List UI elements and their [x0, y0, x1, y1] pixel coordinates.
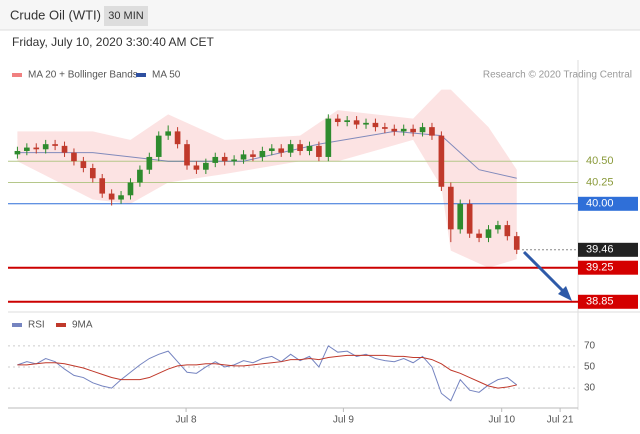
candle-body: [155, 135, 162, 157]
legend-label: MA 20 + Bollinger Bands: [28, 70, 138, 81]
candle-body: [203, 162, 209, 170]
level-box: [578, 196, 638, 211]
level-box: [578, 242, 638, 257]
bollinger-band: [17, 89, 517, 268]
candle-body: [419, 127, 426, 133]
x-tick-label: Jul 8: [176, 415, 198, 426]
candle-body: [504, 225, 511, 237]
candle-body: [231, 159, 237, 162]
legend-label: 9MA: [72, 320, 93, 331]
candle-body: [193, 165, 200, 170]
candle-body: [99, 178, 106, 194]
candle-body: [165, 131, 171, 136]
candle-body: [89, 168, 96, 179]
candle-body: [250, 154, 256, 157]
candle-body: [485, 229, 492, 238]
credit: Research © 2020 Trading Central: [483, 70, 632, 81]
candle-body: [240, 154, 247, 160]
title: Crude Oil (WTI): [10, 7, 101, 22]
candle-body: [334, 118, 341, 123]
legend-swatch: [56, 323, 66, 327]
candle-body: [400, 128, 407, 132]
candle-body: [410, 128, 416, 133]
candle-body: [14, 150, 21, 155]
candle-body: [495, 225, 501, 230]
y-tick-label: 70: [584, 340, 596, 351]
level-label: 40.00: [586, 198, 614, 210]
legend-swatch: [12, 73, 22, 77]
candle-body: [372, 122, 379, 128]
candle-body: [344, 120, 350, 123]
candle-body: [146, 156, 153, 170]
candle-body: [118, 195, 124, 200]
candle-body: [466, 203, 473, 234]
candle-body: [325, 118, 332, 157]
candle-body: [513, 236, 520, 250]
candle-body: [221, 156, 228, 162]
rsi-line: [17, 345, 518, 402]
candle-body: [61, 145, 68, 153]
candle-body: [306, 145, 313, 151]
candle-body: [316, 145, 322, 157]
x-tick-label: Jul 21: [547, 415, 574, 426]
candle-body: [174, 131, 181, 145]
candle-body: [382, 127, 388, 129]
candle-body: [71, 152, 77, 162]
candle-body: [259, 150, 266, 157]
candle-body: [108, 193, 115, 200]
candle-body: [438, 135, 445, 187]
candle-body: [447, 186, 454, 230]
candle-body: [297, 144, 303, 151]
candle-body: [391, 128, 398, 132]
candle-body: [184, 144, 190, 166]
candle-body: [363, 122, 369, 125]
candle-body: [278, 148, 285, 153]
candle-body: [52, 144, 58, 146]
timeframe-badge: [104, 6, 148, 26]
level-label: 39.46: [586, 244, 614, 256]
level-box: [578, 260, 638, 275]
candle-body: [212, 156, 219, 163]
candle-body: [457, 203, 464, 230]
level-label: 40.25: [586, 176, 614, 188]
candle-body: [127, 182, 134, 196]
candle-body: [287, 144, 294, 153]
date: Friday, July 10, 2020 3:30:40 AM CET: [12, 35, 215, 49]
timeframe: 30 MIN: [108, 10, 144, 22]
candle-body: [429, 127, 435, 136]
candle-body: [476, 233, 482, 238]
y-tick-label: 50: [584, 362, 596, 373]
candle-body: [42, 144, 49, 150]
candle-body: [137, 169, 143, 183]
y-tick-label: 30: [584, 383, 596, 394]
forecast-arrow: [522, 250, 572, 301]
candle-body: [24, 147, 30, 151]
candle-body: [33, 147, 40, 150]
candle-body: [353, 120, 360, 125]
legend-label: MA 50: [152, 70, 181, 81]
level-box: [578, 294, 638, 309]
candle-body: [268, 148, 275, 151]
legend-label: RSI: [28, 320, 45, 331]
level-label: 40.50: [586, 155, 614, 167]
legend-swatch: [12, 323, 22, 327]
candle-body: [80, 161, 87, 169]
x-tick-label: Jul 10: [488, 415, 515, 426]
level-label: 39.25: [586, 262, 614, 274]
rsi-line: [17, 354, 517, 389]
legend-swatch: [136, 73, 146, 77]
x-tick-label: Jul 9: [333, 415, 355, 426]
level-label: 38.85: [586, 296, 614, 308]
